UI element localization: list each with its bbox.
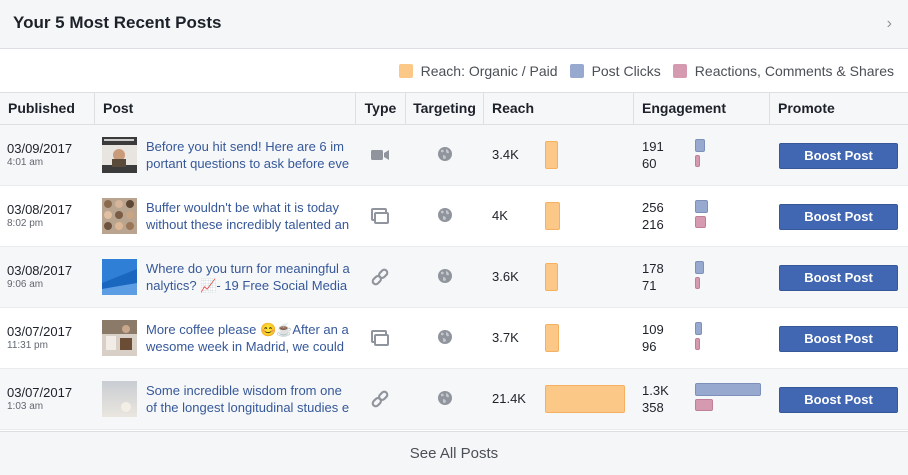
reactions-bar (695, 277, 700, 289)
reactions-bar (695, 216, 706, 228)
post-clicks-bar (695, 383, 761, 396)
boost-post-button[interactable]: Boost Post (779, 143, 898, 169)
legend-swatch-reach (398, 64, 413, 78)
reactions-bar (695, 399, 713, 411)
post-link[interactable]: Where do you turn for meaningful analyti… (146, 261, 350, 293)
post-thumbnail[interactable] (102, 198, 137, 234)
column-header-published: Published (0, 93, 95, 125)
column-header-post: Post (95, 93, 356, 125)
reactions-value: 96 (642, 339, 657, 354)
post-link[interactable]: Buffer wouldn't be what it is today with… (146, 200, 350, 232)
boost-post-button[interactable]: Boost Post (779, 265, 898, 291)
table-row: 03/09/2017 4:01 am Before you hit send! … (0, 125, 908, 186)
legend-label-reactions: Reactions, Comments & Shares (694, 63, 894, 79)
boost-post-button[interactable]: Boost Post (779, 204, 898, 230)
column-header-type: Type (356, 93, 406, 125)
card-title: Your 5 Most Recent Posts (13, 13, 222, 32)
legend-item-clicks: Post Clicks (569, 63, 661, 79)
reactions-value: 358 (642, 400, 664, 415)
post-clicks-bar (695, 139, 705, 152)
legend-swatch-reactions (672, 64, 687, 78)
column-header-targeting: Targeting (406, 93, 484, 125)
legend-label-reach: Reach: Organic / Paid (420, 63, 558, 79)
globe-icon (437, 329, 453, 345)
published-date: 03/08/2017 (7, 263, 73, 278)
reach-value: 3.4K (492, 147, 519, 162)
published-time: 4:01 am (7, 157, 44, 168)
globe-icon (437, 390, 453, 406)
column-header-reach: Reach (484, 93, 634, 125)
post-link[interactable]: Before you hit send! Here are 6 importan… (146, 139, 350, 171)
published-date: 03/07/2017 (7, 324, 73, 339)
published-time: 9:06 am (7, 279, 44, 290)
reach-value: 21.4K (492, 391, 526, 406)
reactions-bar (695, 338, 700, 350)
table-row: 03/07/2017 1:03 am Some incredible wisdo… (0, 369, 908, 430)
legend-label-clicks: Post Clicks (591, 63, 661, 79)
posts-table: Published Post Type Targeting Reach Enga… (0, 92, 908, 430)
post-clicks-value: 191 (642, 139, 664, 154)
reach-bar (545, 202, 560, 230)
table-row: 03/08/2017 8:02 pm Buffer wouldn't be wh… (0, 186, 908, 247)
published-date: 03/09/2017 (7, 141, 73, 156)
album-icon (369, 328, 391, 348)
post-thumbnail[interactable] (102, 137, 137, 173)
post-thumbnail[interactable] (102, 259, 137, 295)
see-all-posts-link[interactable]: See All Posts (409, 445, 499, 462)
card-footer: See All Posts (0, 431, 908, 475)
table-row: 03/08/2017 9:06 am Where do you turn for… (0, 247, 908, 308)
reactions-value: 216 (642, 217, 664, 232)
post-clicks-value: 256 (642, 200, 664, 215)
globe-icon (437, 146, 453, 162)
post-thumbnail[interactable] (102, 320, 137, 356)
post-clicks-value: 1.3K (642, 383, 669, 398)
card-header: Your 5 Most Recent Posts › (0, 0, 908, 49)
legend-item-reactions: Reactions, Comments & Shares (672, 63, 894, 79)
globe-icon (437, 207, 453, 223)
boost-post-button[interactable]: Boost Post (779, 387, 898, 413)
post-clicks-value: 178 (642, 261, 664, 276)
reach-bar (545, 263, 558, 291)
reach-value: 3.6K (492, 269, 519, 284)
album-icon (369, 206, 391, 226)
column-header-engagement: Engagement (634, 93, 770, 125)
post-clicks-bar (695, 322, 702, 335)
post-clicks-bar (695, 200, 708, 213)
reach-bar (545, 141, 558, 169)
reach-bar (545, 385, 625, 413)
link-icon (369, 267, 391, 287)
reach-value: 3.7K (492, 330, 519, 345)
reactions-value: 60 (642, 156, 657, 171)
published-date: 03/07/2017 (7, 385, 73, 400)
reactions-value: 71 (642, 278, 657, 293)
boost-post-button[interactable]: Boost Post (779, 326, 898, 352)
legend-item-reach: Reach: Organic / Paid (398, 63, 558, 79)
legend-swatch-clicks (569, 64, 584, 78)
legend: Reach: Organic / Paid Post Clicks Reacti… (387, 62, 894, 80)
post-link[interactable]: Some incredible wisdom from one of the l… (146, 383, 350, 415)
globe-icon (437, 268, 453, 284)
reach-bar (545, 324, 559, 352)
video-icon (369, 145, 391, 165)
published-time: 1:03 am (7, 401, 44, 412)
post-link[interactable]: More coffee please 😊☕After an awesome we… (146, 322, 349, 354)
reach-value: 4K (492, 208, 508, 223)
published-time: 11:31 pm (7, 340, 48, 351)
post-clicks-bar (695, 261, 704, 274)
table-row: 03/07/2017 11:31 pm More coffee please 😊… (0, 308, 908, 369)
table-header: Published Post Type Targeting Reach Enga… (0, 92, 908, 125)
column-header-promote: Promote (778, 100, 835, 116)
reactions-bar (695, 155, 700, 167)
published-date: 03/08/2017 (7, 202, 73, 217)
link-icon (369, 389, 391, 409)
post-thumbnail[interactable] (102, 381, 137, 417)
table-body: 03/09/2017 4:01 am Before you hit send! … (0, 125, 908, 430)
published-time: 8:02 pm (7, 218, 44, 229)
chevron-right-icon[interactable]: › (886, 15, 892, 32)
post-clicks-value: 109 (642, 322, 664, 337)
